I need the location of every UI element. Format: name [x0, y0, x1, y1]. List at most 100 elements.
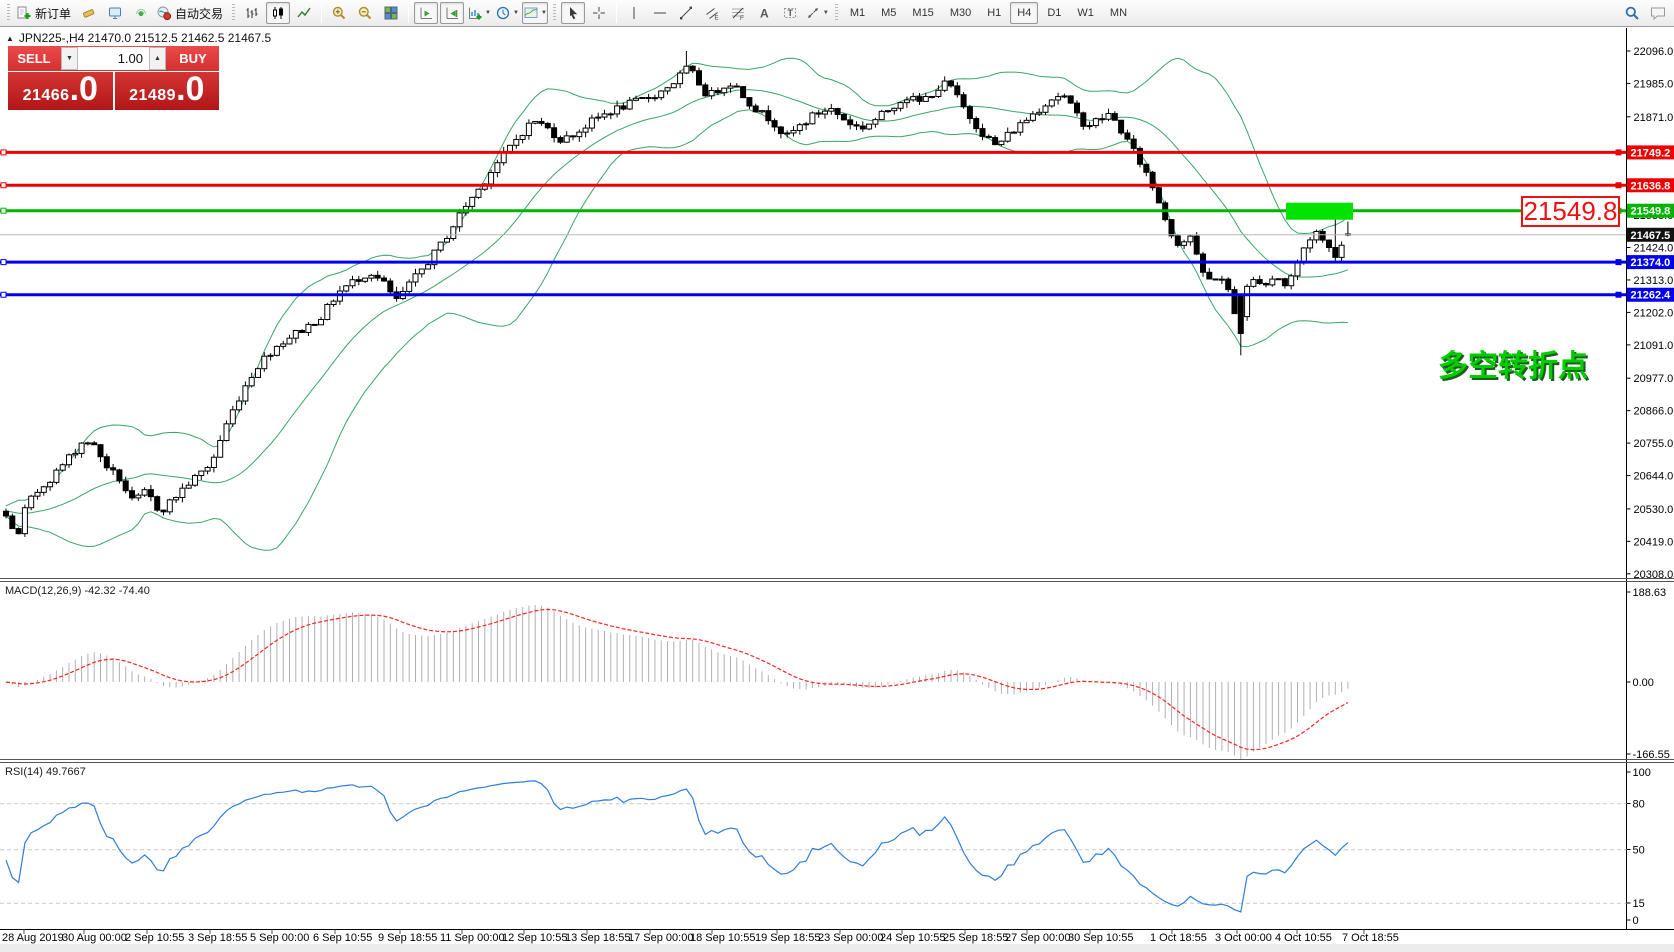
buy-button[interactable]: BUY — [167, 46, 219, 71]
autotrading-button[interactable]: 自动交易 — [155, 2, 227, 24]
buy-price-display[interactable]: 21489. 0 — [114, 70, 219, 110]
collapse-arrow-icon[interactable]: ▲ — [6, 33, 14, 43]
svg-text:20866.0: 20866.0 — [1634, 406, 1674, 418]
timeframe-M15[interactable]: M15 — [912, 7, 934, 19]
candlestick-chart-button[interactable] — [266, 2, 291, 24]
status-strip — [0, 944, 1674, 952]
svg-text:21262.4: 21262.4 — [1631, 290, 1672, 302]
bar-chart-icon — [246, 8, 258, 18]
price-axis[interactable]: 22096.021985.021871.021760.021646.021535… — [1626, 28, 1674, 930]
line-handle-icon[interactable] — [1615, 259, 1622, 266]
new-chart-button[interactable]: ▼ — [466, 2, 492, 24]
timeframe-M5[interactable]: M5 — [881, 7, 897, 19]
toolbar-grip[interactable] — [7, 4, 10, 22]
symbol-ohlc-header[interactable]: ▲ JPN225-,H4 21470.0 21512.5 21462.5 214… — [6, 31, 271, 45]
volume-input[interactable] — [78, 47, 149, 70]
signals-button[interactable] — [129, 2, 153, 24]
toolbar-grip[interactable] — [232, 4, 236, 22]
svg-text:50: 50 — [1633, 845, 1645, 857]
toolbar-grip[interactable] — [552, 4, 556, 22]
timeframe-W1[interactable]: W1 — [1077, 7, 1094, 19]
vertical-line-icon — [633, 7, 635, 19]
line-handle-icon[interactable] — [0, 182, 7, 189]
highlight-rectangle[interactable] — [1286, 202, 1353, 220]
horizontal-line-button[interactable] — [648, 2, 672, 24]
market-watch-button[interactable] — [103, 2, 127, 24]
line-handle-icon[interactable] — [0, 149, 7, 156]
zoom-in-button[interactable] — [327, 2, 351, 24]
eraser-button[interactable] — [77, 2, 101, 24]
timeframe-MN[interactable]: MN — [1109, 7, 1128, 19]
toolbar-grip[interactable] — [834, 4, 838, 22]
search-icon — [1625, 6, 1639, 20]
price-callout-label[interactable]: 21549.8 — [1521, 196, 1620, 227]
time-axis-label: 28 Aug 2019 — [2, 932, 64, 944]
new-order-button[interactable]: 新订单 — [15, 2, 75, 24]
sell-price-display[interactable]: 21466. 0 — [8, 72, 113, 110]
buy-price-main: 21489 — [129, 87, 177, 104]
tile-windows-button[interactable] — [379, 2, 403, 24]
time-axis-label: 13 Sep 18:55 — [565, 932, 630, 944]
timeframe-M30[interactable]: M30 — [949, 7, 972, 19]
vertical-line-button[interactable] — [622, 2, 646, 24]
chart-autoscroll-button[interactable] — [440, 2, 465, 24]
trendline-button[interactable] — [674, 2, 698, 24]
bollinger-upper — [5, 57, 1349, 507]
line-chart-button[interactable] — [292, 2, 316, 24]
time-axis-label: 2 Sep 10:55 — [125, 932, 184, 944]
arrows-button[interactable]: ▼ — [804, 2, 830, 24]
line-handle-icon[interactable] — [1615, 291, 1622, 298]
text-label-icon: T — [783, 8, 796, 18]
timeframe-D1[interactable]: D1 — [1047, 7, 1062, 19]
svg-text:21467.5: 21467.5 — [1631, 230, 1671, 242]
cursor-button[interactable] — [560, 2, 585, 24]
volume-down-button[interactable]: ▼ — [61, 47, 78, 70]
volume-up-button[interactable]: ▲ — [149, 47, 166, 70]
sell-button[interactable]: SELL — [8, 46, 60, 71]
svg-text:80: 80 — [1633, 799, 1645, 811]
svg-text:100: 100 — [1633, 767, 1651, 779]
turning-point-annotation[interactable]: 多空转折点 — [1438, 350, 1588, 383]
timeframe-group: M1 M5 M15 M30 H1 H4 D1 W1 MN — [843, 2, 1134, 24]
svg-text:15: 15 — [1633, 898, 1645, 910]
text-button[interactable]: A — [752, 2, 776, 24]
chart-template-button[interactable]: ▼ — [521, 2, 548, 24]
equidistant-channel-button[interactable]: E — [700, 2, 724, 24]
bar-chart-button[interactable] — [240, 2, 264, 24]
macd-panel[interactable]: 188.63 0.00 -166.55 — [5, 587, 1670, 761]
dropdown-caret-icon: ▼ — [822, 10, 829, 16]
line-handle-icon[interactable] — [1615, 182, 1622, 189]
time-axis-label: 25 Sep 18:55 — [943, 932, 1008, 944]
line-handle-icon[interactable] — [0, 207, 7, 214]
time-axis-label: 7 Oct 18:55 — [1342, 932, 1399, 944]
horizontal-levels[interactable] — [0, 149, 1627, 298]
line-handle-icon[interactable] — [0, 291, 7, 298]
crosshair-button[interactable] — [587, 2, 611, 24]
chat-button[interactable] — [1646, 2, 1670, 24]
zoom-out-button[interactable] — [353, 2, 377, 24]
timeframe-M1[interactable]: M1 — [849, 7, 866, 19]
timeframe-H4[interactable]: H4 — [1010, 2, 1039, 24]
dropdown-caret-icon: ▼ — [540, 10, 547, 16]
line-handle-icon[interactable] — [0, 259, 7, 266]
svg-text:0.00: 0.00 — [1633, 677, 1654, 689]
fibonacci-icon: F — [731, 7, 744, 21]
arrows-icon — [807, 8, 818, 18]
macd-indicator-label: MACD(12,26,9) -42.32 -74.40 — [5, 585, 150, 597]
timeframe-H1[interactable]: H1 — [987, 7, 1002, 19]
rsi-panel[interactable]: 100 80 50 15 0 — [0, 767, 1651, 927]
line-handle-icon[interactable] — [1615, 149, 1622, 156]
time-axis-label: 5 Sep 00:00 — [250, 932, 309, 944]
bollinger-bands — [5, 57, 1349, 551]
fibonacci-button[interactable]: F — [726, 2, 750, 24]
buy-price-sep: . — [176, 70, 186, 108]
chart-shift-button[interactable] — [414, 2, 439, 24]
periods-button[interactable]: ▼ — [494, 2, 520, 24]
search-button[interactable] — [1620, 2, 1644, 24]
text-label-button[interactable]: T — [778, 2, 802, 24]
sell-price-main: 21466 — [22, 87, 70, 104]
candlestick-chart-icon — [273, 7, 284, 19]
